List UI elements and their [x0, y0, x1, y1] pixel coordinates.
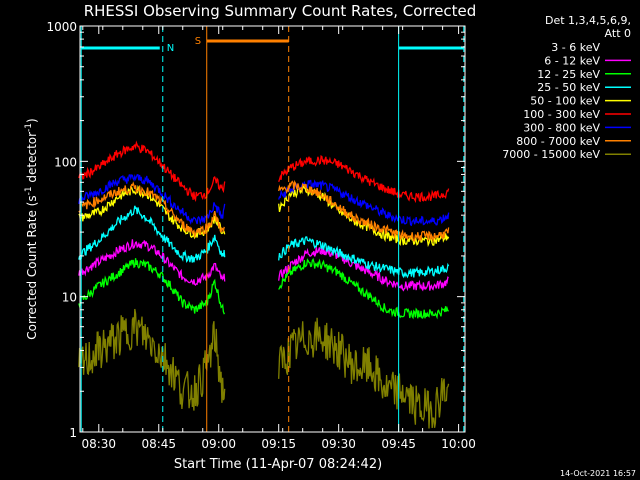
series-group [78, 140, 450, 429]
legend-label: 6 - 12 keV [544, 54, 600, 67]
series-line-0 [278, 261, 450, 371]
y-tick-label: 100 [54, 155, 77, 169]
series-line-0 [78, 248, 226, 359]
plot-frame [79, 25, 466, 433]
x-tick-label: 09:30 [321, 437, 356, 451]
series-line-8 [78, 308, 226, 411]
legend-label: 3 - 6 keV [551, 41, 600, 54]
series-line-1 [278, 245, 449, 292]
legend-header-1: Det 1,3,4,5,6,9, [545, 14, 631, 27]
chart-title: RHESSI Observing Summary Count Rates, Co… [84, 2, 477, 20]
y-ticks: 1 10 100 1000 [46, 20, 465, 440]
legend-label: 300 - 800 keV [523, 121, 600, 134]
series-line-3 [78, 205, 226, 263]
series-line-6 [78, 173, 226, 226]
x-tick-label: 08:45 [141, 437, 176, 451]
y-axis-label-end: ) [25, 118, 39, 123]
series-line-5 [278, 155, 450, 204]
series-line-2 [278, 257, 449, 320]
legend-header-2: Att 0 [605, 27, 631, 40]
legend-label: 7000 - 15000 keV [502, 148, 600, 161]
x-ticks: 08:30 08:45 09:00 09:15 09:30 09:45 10:00 [81, 26, 476, 451]
series-line-3 [278, 236, 450, 279]
y-axis-label-mid: detector [25, 132, 39, 187]
y-axis-label: Corrected Count Rate (s-1 detector-1) [24, 118, 39, 339]
series-line-6 [278, 179, 450, 227]
series-line-7 [78, 181, 225, 239]
x-tick-label: 10:00 [441, 437, 476, 451]
overlay-group: NS [80, 26, 465, 432]
legend-label: 800 - 7000 keV [516, 135, 600, 148]
y-axis-label-sup2: -1 [24, 123, 34, 132]
series-line-2 [78, 258, 226, 315]
x-axis-label: Start Time (11-Apr-07 08:24:42) [174, 457, 382, 472]
legend-label: 12 - 25 keV [537, 68, 600, 81]
x-tick-label: 08:30 [81, 437, 116, 451]
footer-timestamp: 14-Oct-2021 16:57 [560, 469, 636, 478]
y-axis-label-sup1: -1 [24, 186, 34, 195]
x-tick-label: 09:00 [201, 437, 236, 451]
legend-label: 50 - 100 keV [530, 95, 600, 108]
y-tick-label: 1 [69, 426, 77, 440]
legend-label: 100 - 300 keV [523, 108, 600, 121]
y-tick-label: 10 [62, 291, 77, 305]
saa-label: S [195, 36, 201, 47]
x-tick-label: 09:45 [381, 437, 416, 451]
series-line-8 [278, 317, 450, 429]
x-tick-label: 09:15 [261, 437, 296, 451]
series-line-5 [78, 140, 226, 202]
legend-label: 25 - 50 keV [537, 81, 600, 94]
night-label: N [167, 43, 174, 54]
series-line-7 [278, 179, 450, 243]
y-axis-label-main: Corrected Count Rate (s [25, 195, 39, 339]
y-tick-label: 1000 [46, 20, 77, 34]
series-line-1 [78, 239, 226, 286]
